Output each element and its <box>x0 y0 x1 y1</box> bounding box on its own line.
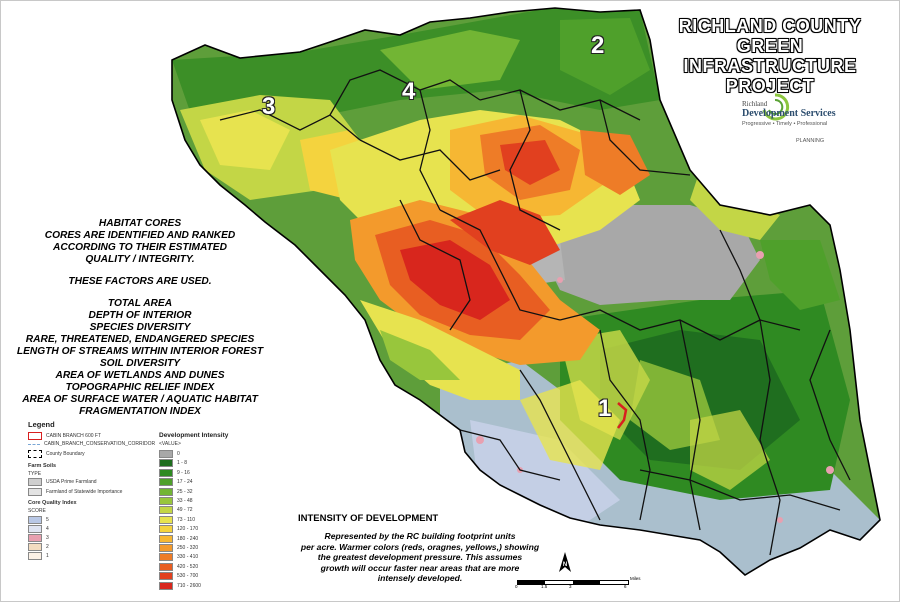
legend-item: 4 <box>28 525 49 533</box>
dev-intensity-class: 120 - 170 <box>159 525 199 534</box>
intensity-class-label: 710 - 2600 <box>177 582 201 589</box>
north-arrow-icon: N <box>559 552 571 572</box>
svg-text:N: N <box>563 562 567 568</box>
intensity-swatch-icon <box>159 478 173 487</box>
legend-item: 5 <box>28 516 49 524</box>
dev-intensity-class: 710 - 2600 <box>159 581 201 590</box>
dashed-line-swatch-icon <box>28 443 40 445</box>
intensity-swatch-icon <box>159 544 173 552</box>
intensity-class-label: 250 - 320 <box>177 545 199 551</box>
district-label: 2 <box>591 32 605 59</box>
dev-intensity-class: 1 - 8 <box>159 459 188 468</box>
map-title: RICHLAND COUNTY GREEN INFRASTRUCTURE PRO… <box>678 16 862 96</box>
legend-item: 3 <box>28 534 49 542</box>
intensity-class-label: 9 - 16 <box>177 469 190 476</box>
intensity-class-label: 420 - 520 <box>177 563 199 570</box>
intensity-class-label: 530 - 700 <box>177 573 199 580</box>
legend-item: County Boundary <box>28 450 85 458</box>
district-label: 4 <box>402 78 416 105</box>
intensity-class-label: 73 - 110 <box>177 516 195 523</box>
intensity-swatch-icon <box>159 515 173 524</box>
legend-item: Farmland of Statewide Importance <box>28 488 122 496</box>
dev-intensity-class: 0 <box>159 450 180 458</box>
district-label: 1 <box>598 395 612 422</box>
legend-item: CABIN BRANCH 600 FT <box>28 432 101 440</box>
intensity-class-label: 33 - 48 <box>177 498 193 504</box>
core-score-swatch-icon <box>28 534 42 542</box>
farmland-swatch-icon <box>28 488 42 496</box>
intensity-swatch-icon <box>159 487 173 496</box>
intensity-swatch-icon <box>159 459 173 468</box>
logo-tagline: Progressive • Timely • Professional <box>742 121 828 127</box>
intensity-swatch-icon <box>159 534 173 543</box>
dev-intensity-class: 420 - 520 <box>159 562 199 571</box>
intensity-class-label: 180 - 240 <box>177 535 199 542</box>
dev-intensity-class: 33 - 48 <box>159 497 193 505</box>
logo-brand: Development Services <box>742 108 836 119</box>
habitat-cores-text: HABITAT CORES CORES ARE IDENTIFIED AND R… <box>16 218 264 417</box>
intensity-class-label: 1 - 8 <box>177 460 188 467</box>
agency-logo: Richland Development Services Progressiv… <box>730 93 840 146</box>
intensity-class-label: 0 <box>177 451 180 457</box>
intensity-class-label: 330 - 410 <box>177 554 199 561</box>
intensity-swatch-icon <box>159 468 173 477</box>
intensity-swatch-icon <box>159 553 173 562</box>
intensity-class-label: 49 - 72 <box>177 507 193 514</box>
intensity-swatch-icon <box>159 525 173 534</box>
dev-intensity-class: 330 - 410 <box>159 553 199 562</box>
dev-intensity-class: 73 - 110 <box>159 515 195 524</box>
dev-intensity-class: 9 - 16 <box>159 468 190 477</box>
legend-title: Legend <box>28 420 55 429</box>
intensity-swatch-icon <box>159 562 173 571</box>
dev-intensity-class: 49 - 72 <box>159 506 193 515</box>
core-score-swatch-icon <box>28 516 42 524</box>
logo-org: Richland <box>742 100 768 108</box>
dev-intensity-subtitle: <VALUE> <box>159 441 181 447</box>
dev-intensity-class: 530 - 700 <box>159 572 199 581</box>
core-score-swatch-icon <box>28 543 42 551</box>
swirl-logo-icon <box>762 93 790 121</box>
dashed-box-swatch-icon <box>28 450 42 458</box>
map-legend: Legend CABIN BRANCH 600 FT CABIN_BRANCH_… <box>28 420 229 590</box>
logo-dept: PLANNING <box>796 138 825 144</box>
legend-item: CABIN_BRANCH_CONSERVATION_CORRIDOR <box>28 441 155 447</box>
core-score-swatch-icon <box>28 552 42 560</box>
dev-intensity-class: 250 - 320 <box>159 544 198 552</box>
cabin-branch-line <box>617 402 628 429</box>
intensity-swatch-icon <box>159 581 173 590</box>
farmland-swatch-icon <box>28 478 42 486</box>
intensity-swatch-icon <box>159 506 173 515</box>
legend-item: 1 <box>28 552 49 560</box>
dev-intensity-class: 25 - 32 <box>159 487 193 496</box>
intensity-swatch-icon <box>159 572 173 581</box>
core-score-swatch-icon <box>28 525 42 533</box>
watershed-boundaries <box>219 69 851 556</box>
intensity-class-label: 120 - 170 <box>177 526 199 533</box>
intensity-class-label: 17 - 24 <box>177 479 193 486</box>
legend-item: 2 <box>28 543 49 551</box>
red-outline-swatch-icon <box>28 432 42 440</box>
dev-intensity-class: 17 - 24 <box>159 478 193 487</box>
scale-bar: N 0 1.5 3 6 Miles <box>512 550 672 590</box>
intensity-description: Represented by the RC building footprint… <box>300 531 540 583</box>
intensity-heading: INTENSITY OF DEVELOPMENT <box>298 513 439 524</box>
intensity-swatch-icon <box>159 450 173 458</box>
intensity-class-label: 25 - 32 <box>177 488 193 495</box>
district-label: 3 <box>262 93 276 120</box>
scale-bar-graphic <box>517 580 629 585</box>
dev-intensity-class: 180 - 240 <box>159 534 199 543</box>
intensity-swatch-icon <box>159 497 173 505</box>
dev-intensity-title: Development Intensity <box>159 432 229 439</box>
legend-item: USDA Prime Farmland <box>28 478 97 486</box>
